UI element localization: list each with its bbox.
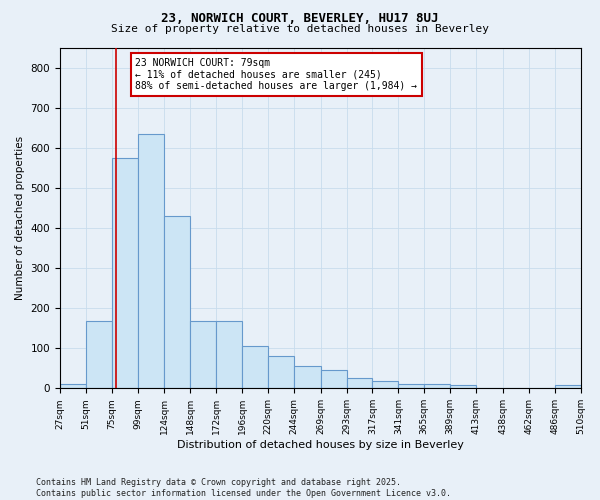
Bar	[86, 321, 112, 388]
Text: 23 NORWICH COURT: 79sqm
← 11% of detached houses are smaller (245)
88% of semi-d: 23 NORWICH COURT: 79sqm ← 11% of detache…	[136, 58, 418, 91]
Bar	[554, 385, 581, 388]
Bar	[242, 346, 268, 389]
X-axis label: Distribution of detached houses by size in Beverley: Distribution of detached houses by size …	[177, 440, 464, 450]
Bar	[112, 158, 137, 388]
Y-axis label: Number of detached properties: Number of detached properties	[15, 136, 25, 300]
Bar	[216, 321, 242, 388]
Bar	[294, 366, 321, 388]
Bar	[424, 384, 450, 388]
Text: Size of property relative to detached houses in Beverley: Size of property relative to detached ho…	[111, 24, 489, 34]
Bar	[60, 384, 86, 388]
Bar	[164, 216, 190, 388]
Bar	[321, 370, 347, 388]
Text: 23, NORWICH COURT, BEVERLEY, HU17 8UJ: 23, NORWICH COURT, BEVERLEY, HU17 8UJ	[161, 12, 439, 26]
Bar	[398, 384, 424, 388]
Bar	[190, 321, 216, 388]
Bar	[450, 385, 476, 388]
Bar	[373, 381, 398, 388]
Bar	[137, 134, 164, 388]
Bar	[268, 356, 294, 388]
Bar	[347, 378, 373, 388]
Text: Contains HM Land Registry data © Crown copyright and database right 2025.
Contai: Contains HM Land Registry data © Crown c…	[36, 478, 451, 498]
